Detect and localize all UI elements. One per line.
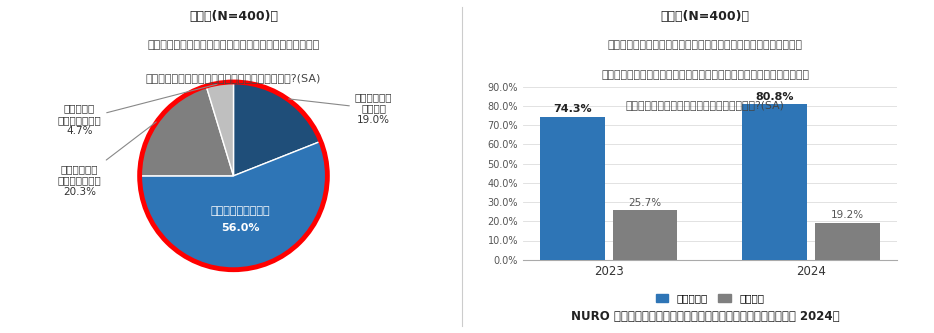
Wedge shape	[140, 87, 234, 176]
Text: 高い確率で発生されるのを知っていましたか?(SA): 高い確率で発生されるのを知っていましたか?(SA)	[626, 100, 785, 110]
Text: あまり警戒は
高まっていない
20.3%: あまり警戒は 高まっていない 20.3%	[58, 122, 156, 197]
Text: 19.2%: 19.2%	[830, 210, 864, 220]
Text: 昨年に比べ、災害に対する警戒は高まりましたか?(SA): 昨年に比べ、災害に対する警戒は高まりましたか?(SA)	[146, 73, 321, 83]
Text: 【全員(N=400)】: 【全員(N=400)】	[189, 10, 278, 23]
Text: NURO 光「いざという時のインターネットの使い方に関する調査 2024」: NURO 光「いざという時のインターネットの使い方に関する調査 2024」	[571, 310, 840, 323]
Text: 【全員(N=400)】: 【全員(N=400)】	[660, 10, 750, 23]
Bar	[613, 210, 677, 260]
Text: 関東から九州の広い範囲で強い揺れと高い津波が発生するとされる: 関東から九州の広い範囲で強い揺れと高い津波が発生するとされる	[608, 40, 802, 50]
Text: 全く警戒は
高まっていない
4.7%: 全く警戒は 高まっていない 4.7%	[58, 84, 217, 137]
Legend: 知っている, 知らない: 知っている, 知らない	[652, 289, 768, 307]
Text: とても警戒が
高まった
19.0%: とても警戒が 高まった 19.0%	[289, 92, 392, 125]
Text: 74.3%: 74.3%	[553, 105, 591, 115]
Text: 80.8%: 80.8%	[756, 92, 794, 102]
Text: 今年に入ってからも地震などの災害が発生していますが、: 今年に入ってからも地震などの災害が発生していますが、	[148, 40, 319, 50]
Bar	[540, 117, 604, 260]
Text: 56.0%: 56.0%	[221, 222, 260, 232]
Text: やや警戒が高まった: やや警戒が高まった	[210, 206, 270, 216]
Text: 南海トラフ地震や、首都中枢機能への影響を懸念される首都直下地震は: 南海トラフ地震や、首都中枢機能への影響を懸念される首都直下地震は	[601, 70, 809, 80]
Bar	[743, 104, 807, 260]
Bar	[815, 223, 880, 260]
Text: 25.7%: 25.7%	[629, 198, 661, 208]
Wedge shape	[140, 142, 327, 269]
Wedge shape	[206, 83, 234, 176]
Wedge shape	[234, 83, 320, 176]
